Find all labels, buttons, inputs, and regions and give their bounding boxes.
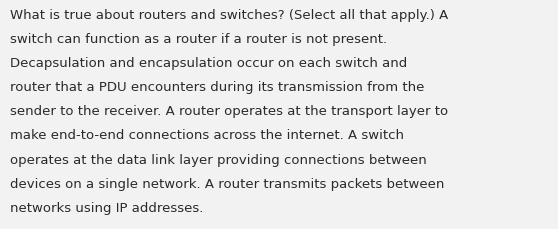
Text: devices on a single network. A router transmits packets between: devices on a single network. A router tr… bbox=[10, 177, 444, 190]
Text: make end-to-end connections across the internet. A switch: make end-to-end connections across the i… bbox=[10, 129, 404, 142]
Text: Decapsulation and encapsulation occur on each switch and: Decapsulation and encapsulation occur on… bbox=[10, 57, 407, 70]
Text: router that a PDU encounters during its transmission from the: router that a PDU encounters during its … bbox=[10, 81, 425, 94]
Text: sender to the receiver. A router operates at the transport layer to: sender to the receiver. A router operate… bbox=[10, 105, 448, 118]
Text: switch can function as a router if a router is not present.: switch can function as a router if a rou… bbox=[10, 33, 387, 46]
Text: What is true about routers and switches? (Select all that apply.) A: What is true about routers and switches?… bbox=[10, 9, 448, 22]
Text: networks using IP addresses.: networks using IP addresses. bbox=[10, 201, 204, 214]
Text: operates at the data link layer providing connections between: operates at the data link layer providin… bbox=[10, 153, 427, 166]
